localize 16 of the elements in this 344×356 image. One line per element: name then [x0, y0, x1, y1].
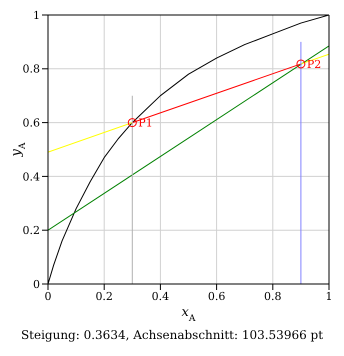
y-tick-label: 0.8 [22, 62, 40, 76]
y-tick-label: 0 [33, 278, 40, 291]
y-tick-label: 0.6 [22, 116, 40, 130]
x-tick-label: 0.6 [208, 290, 226, 303]
x-tick-label: 0.2 [95, 290, 113, 303]
x-tick-label: 0.8 [264, 290, 282, 303]
x-tick-label: 0.4 [152, 290, 170, 303]
x-tick-label: 1 [326, 290, 332, 303]
annotation: P1 [138, 116, 153, 130]
annotation: P2 [306, 58, 322, 71]
y-tick-label: 0.4 [22, 170, 40, 184]
y-tick-label: 0.2 [22, 224, 40, 238]
x-axis-title: x$_{A}$ [182, 305, 196, 324]
text: Steigung: 0.3634, Achsenabschnitt: 103.53966 pt [20, 328, 324, 342]
x-tick-label: 0 [44, 290, 52, 303]
y-tick-label: 1 [33, 8, 40, 22]
